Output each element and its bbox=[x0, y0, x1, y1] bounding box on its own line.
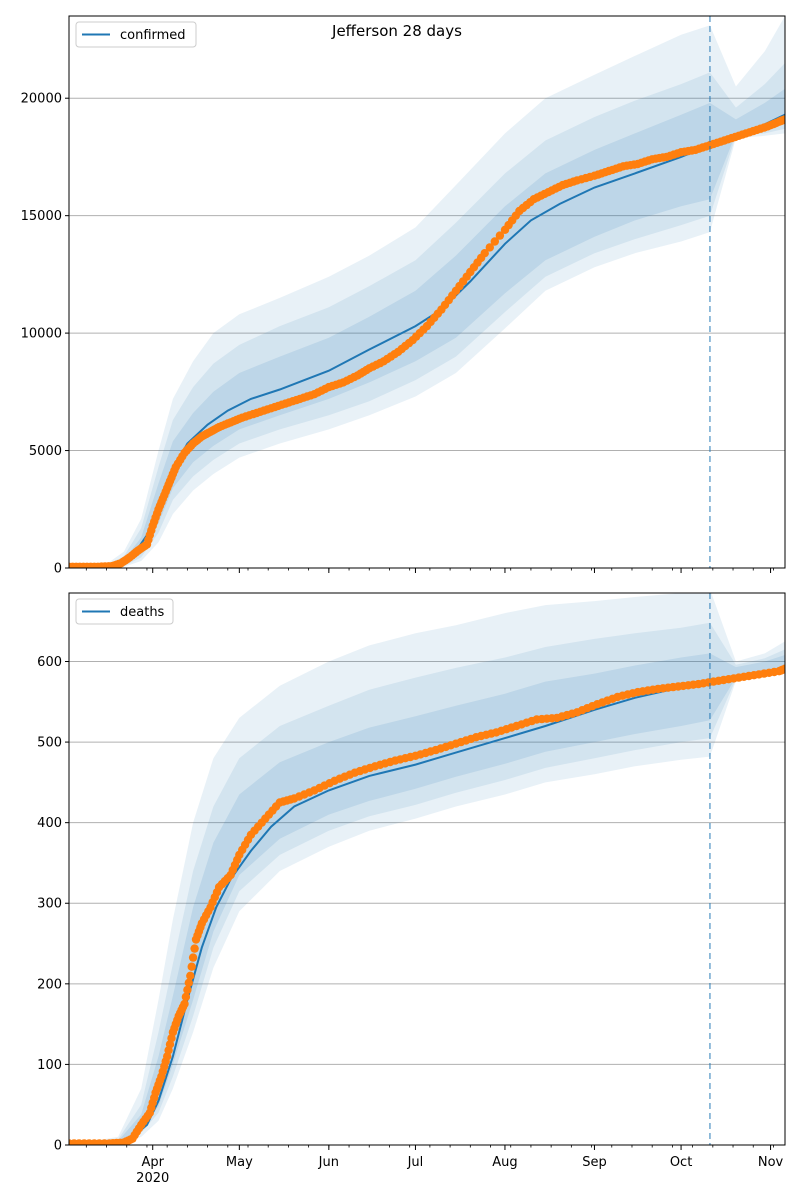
y-tick-label: 20000 bbox=[21, 92, 62, 107]
y-tick-label: 15000 bbox=[21, 209, 62, 224]
legend: deaths bbox=[75, 598, 174, 625]
y-tick-label: 10000 bbox=[21, 327, 62, 342]
observed-point bbox=[180, 999, 189, 1009]
x-tick-label: Jul bbox=[407, 1155, 424, 1170]
confirmed-panel: 0 5000 10000 15000 20000 confirmed bbox=[21, 15, 786, 577]
uncertainty-band-2 bbox=[69, 63, 785, 568]
x-tick-label: Sep bbox=[582, 1155, 607, 1170]
y-tick-label: 400 bbox=[37, 816, 62, 831]
legend: confirmed bbox=[75, 21, 197, 48]
observed-point bbox=[780, 664, 785, 673]
x-tick-label: Aug bbox=[492, 1155, 517, 1170]
observed-point bbox=[181, 992, 191, 1002]
deaths-panel: 0 100 200 300 400 500 600 Apr May Jun Jul Aug Sep Oct… bbox=[37, 592, 786, 1186]
y-tick-label: 300 bbox=[37, 897, 62, 912]
observed-point bbox=[490, 237, 499, 246]
x-tick-label: Jun bbox=[318, 1155, 339, 1170]
x-tick-label: Nov bbox=[758, 1155, 784, 1170]
axes-frame bbox=[68, 15, 786, 569]
observed-point bbox=[485, 243, 494, 252]
y-tick-label: 600 bbox=[37, 655, 62, 670]
observed-point bbox=[495, 231, 505, 240]
observed-point bbox=[480, 249, 489, 258]
y-tick-label: 5000 bbox=[29, 444, 62, 459]
observed-point bbox=[184, 978, 193, 987]
plot-area bbox=[69, 16, 785, 568]
legend-box bbox=[75, 21, 197, 48]
observed-point bbox=[190, 944, 199, 953]
x-year-label: 2020 bbox=[136, 1171, 169, 1186]
legend-label: deaths bbox=[120, 605, 165, 620]
chart-title: Jefferson 28 days bbox=[331, 22, 462, 40]
plot-area bbox=[69, 593, 785, 1145]
y-tick-label: 100 bbox=[37, 1058, 62, 1073]
x-tick-label: Apr bbox=[141, 1155, 164, 1170]
observed-point bbox=[187, 962, 196, 971]
uncertainty-band-1 bbox=[69, 593, 785, 1145]
y-tick-label: 200 bbox=[37, 977, 62, 992]
x-tick-label: Oct bbox=[670, 1155, 692, 1170]
y-tick-label: 500 bbox=[37, 736, 62, 751]
uncertainty-band-1 bbox=[69, 16, 785, 568]
legend-box bbox=[75, 598, 174, 625]
x-tick-label: May bbox=[226, 1155, 253, 1170]
model-line-deaths bbox=[69, 668, 785, 1145]
uncertainty-band-2 bbox=[69, 622, 785, 1145]
y-tick-label: 0 bbox=[54, 562, 62, 577]
axes-frame bbox=[68, 592, 786, 1146]
observed-point bbox=[183, 985, 192, 995]
legend-label: confirmed bbox=[120, 28, 186, 43]
observed-point bbox=[780, 115, 785, 124]
observed-point bbox=[186, 971, 195, 980]
observed-point bbox=[188, 953, 198, 962]
y-tick-label: 0 bbox=[54, 1139, 62, 1154]
